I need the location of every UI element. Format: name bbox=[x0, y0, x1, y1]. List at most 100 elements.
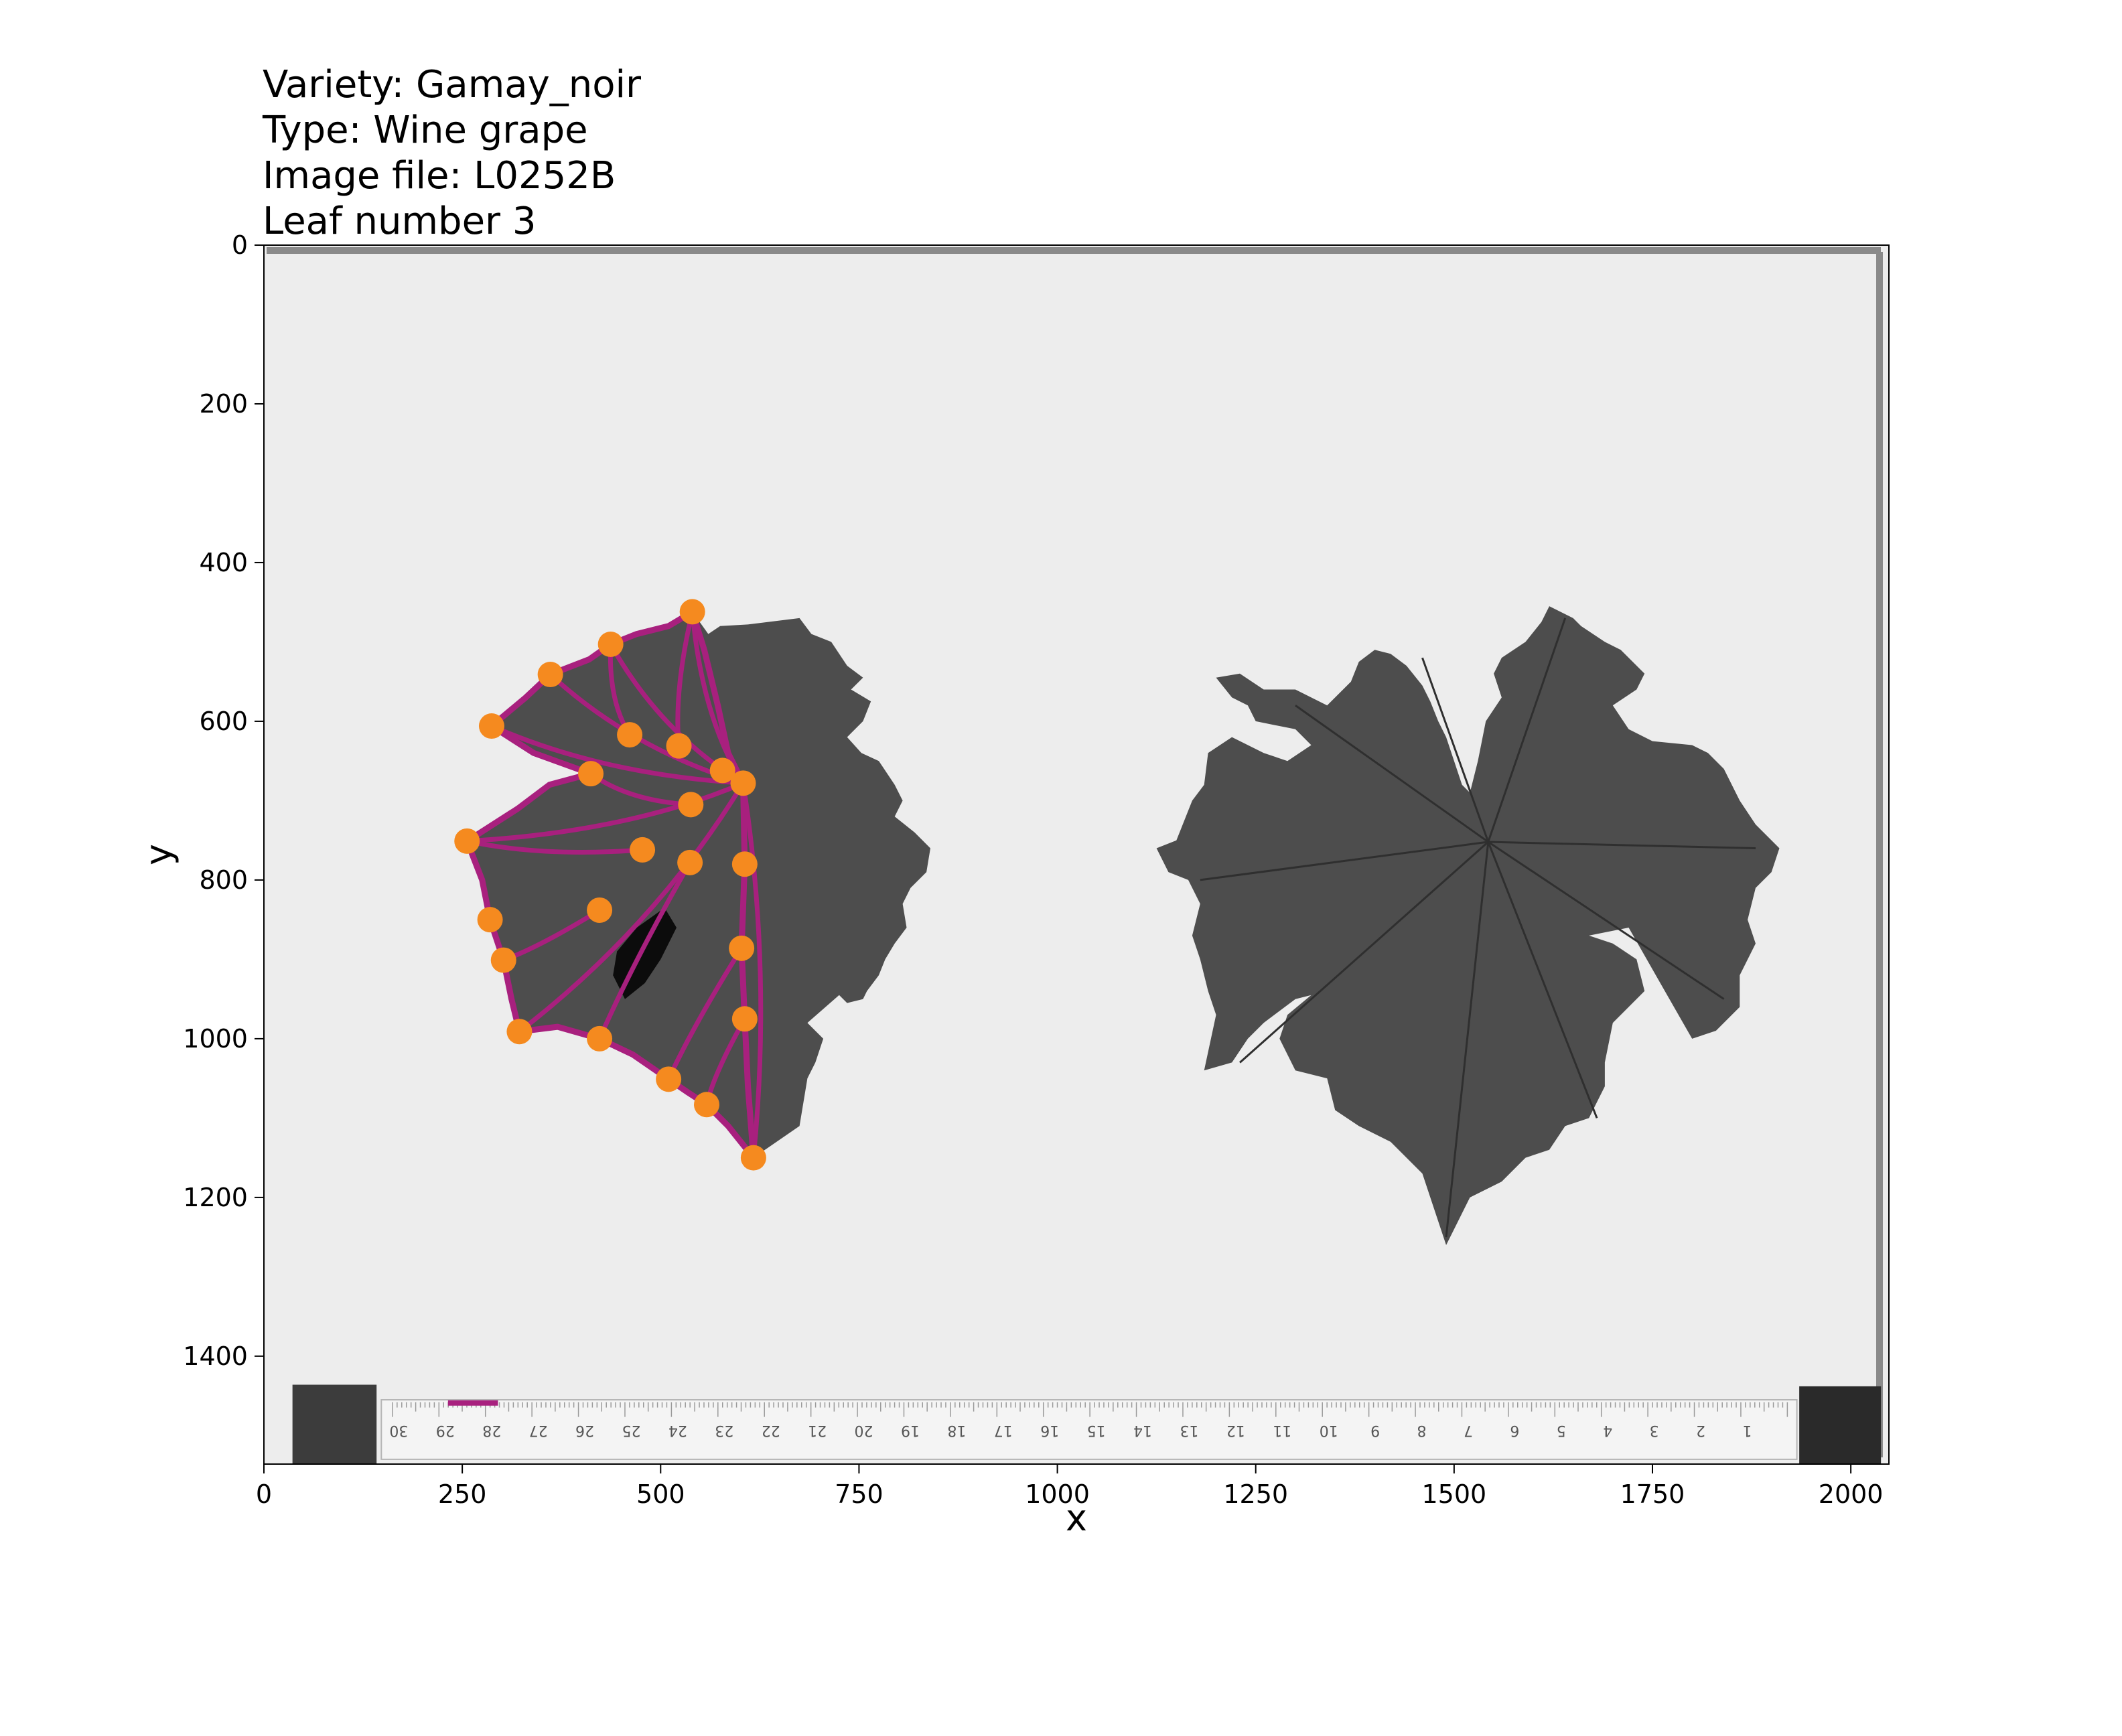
ruler-number: 16 bbox=[1040, 1422, 1059, 1439]
landmark-point bbox=[740, 1145, 766, 1171]
title-line: Variety: Gamay_noir bbox=[263, 63, 642, 106]
ruler: 30 29 28 27 26 25 24 23 22 21 20 19 18 17 16 15 14 13 12 11… bbox=[380, 1399, 1798, 1460]
landmark-point bbox=[490, 947, 516, 973]
title-line: Type: Wine grape bbox=[262, 108, 588, 152]
ruler-number: 20 bbox=[855, 1422, 873, 1439]
ruler-number: 19 bbox=[901, 1422, 920, 1439]
x-tick-label: 500 bbox=[636, 1479, 685, 1509]
axes-frame bbox=[263, 244, 1890, 1465]
leaf-vein bbox=[1487, 841, 1598, 1118]
landmark-point bbox=[679, 599, 705, 625]
y-axis-label: y bbox=[137, 844, 180, 865]
leaf-vein bbox=[1487, 618, 1567, 843]
ruler-number: 1 bbox=[1742, 1422, 1752, 1439]
landmark-vein bbox=[666, 946, 744, 1080]
x-axis: 0 250 500 750 1000 1250 1500 1750 2000 bbox=[256, 1464, 1884, 1509]
title-line: Image file: L0252B bbox=[263, 154, 616, 198]
landmark-point bbox=[678, 792, 704, 818]
landmark-point bbox=[478, 713, 504, 739]
landmark-vein bbox=[741, 782, 764, 1158]
landmark-point bbox=[729, 935, 755, 961]
landmark-point bbox=[587, 1025, 613, 1052]
y-tick-label: 600 bbox=[199, 707, 248, 736]
ruler-number: 15 bbox=[1087, 1422, 1106, 1439]
landmark-point bbox=[454, 828, 480, 854]
paper-edge-shadow bbox=[267, 247, 1883, 1457]
ruler-number: 29 bbox=[436, 1422, 455, 1439]
y-tick-label: 1200 bbox=[183, 1183, 248, 1212]
landmark-point bbox=[578, 761, 604, 787]
ruler-number: 5 bbox=[1557, 1422, 1566, 1439]
landmark-vein bbox=[518, 782, 746, 1034]
y-tick-label: 200 bbox=[199, 389, 248, 419]
leaf-vein bbox=[1295, 705, 1489, 843]
landmark-point bbox=[693, 1092, 719, 1118]
leaf-vein bbox=[1239, 841, 1489, 1064]
landmark-vein bbox=[466, 839, 643, 855]
landmark-point bbox=[677, 849, 703, 875]
landmark-point bbox=[477, 907, 503, 933]
ruler-number: 26 bbox=[575, 1422, 594, 1439]
y-tick-label: 0 bbox=[232, 230, 248, 260]
landmark-point bbox=[537, 662, 563, 688]
ruler-number: 8 bbox=[1417, 1422, 1427, 1439]
x-tick-label: 250 bbox=[438, 1479, 487, 1509]
ruler-number: 2 bbox=[1696, 1422, 1705, 1439]
x-tick-label: 750 bbox=[835, 1479, 883, 1509]
leaf-right-veins bbox=[1200, 618, 1756, 1238]
landmark-point bbox=[730, 770, 756, 796]
ruler-number: 3 bbox=[1650, 1422, 1659, 1439]
leaf-vein bbox=[1421, 657, 1490, 843]
landmark-vein bbox=[490, 723, 744, 786]
right-corner-block bbox=[1799, 1386, 1882, 1464]
title-line: Leaf number 3 bbox=[263, 200, 537, 243]
landmark-point bbox=[656, 1066, 682, 1092]
landmark-point bbox=[630, 837, 656, 863]
x-tick-label: 1500 bbox=[1421, 1479, 1486, 1509]
ruler-number: 6 bbox=[1510, 1422, 1519, 1439]
leaf-vein bbox=[1200, 841, 1488, 881]
ruler-number: 30 bbox=[389, 1422, 408, 1439]
ruler-number: 23 bbox=[715, 1422, 733, 1439]
landmark-point bbox=[666, 733, 692, 759]
landmark-point bbox=[731, 1006, 758, 1032]
ruler-number: 27 bbox=[529, 1422, 548, 1439]
ruler-number: 4 bbox=[1603, 1422, 1612, 1439]
left-corner-block bbox=[292, 1384, 377, 1464]
y-tick-label: 1000 bbox=[183, 1024, 248, 1054]
landmark-points bbox=[454, 599, 766, 1171]
landmark-point bbox=[731, 851, 758, 877]
ruler-number: 25 bbox=[622, 1422, 640, 1439]
landmark-point bbox=[597, 632, 624, 658]
y-axis: 0 200 400 600 800 1000 1200 1400 bbox=[183, 230, 264, 1371]
x-axis-label: x bbox=[1066, 1497, 1087, 1539]
ruler-number: 7 bbox=[1464, 1422, 1473, 1439]
x-tick-label: 1000 bbox=[1025, 1479, 1090, 1509]
landmark-vein bbox=[597, 861, 693, 1040]
ruler-number: 14 bbox=[1133, 1422, 1152, 1439]
y-tick-label: 1400 bbox=[183, 1342, 248, 1371]
leaf-right bbox=[1156, 606, 1780, 1245]
ruler-body bbox=[380, 1399, 1798, 1460]
leaf-left bbox=[467, 611, 930, 1158]
landmark-point bbox=[709, 757, 735, 784]
x-tick-label: 1750 bbox=[1620, 1479, 1685, 1509]
leaf-outline-trace bbox=[464, 608, 757, 1161]
landmark-point bbox=[617, 722, 643, 748]
plot-area: 30 29 28 27 26 25 24 23 22 21 20 19 18 17 16 15 14 13 12 11… bbox=[263, 244, 1890, 1465]
landmark-vein bbox=[675, 611, 695, 746]
ruler-number: 22 bbox=[762, 1422, 780, 1439]
ruler-number: 18 bbox=[947, 1422, 966, 1439]
ruler-number: 10 bbox=[1320, 1422, 1338, 1439]
landmark-vein bbox=[467, 781, 744, 844]
x-tick-label: 0 bbox=[256, 1479, 272, 1509]
leaf-vein bbox=[1445, 841, 1490, 1238]
ruler-number: 28 bbox=[482, 1422, 501, 1439]
ruler-number: 17 bbox=[994, 1422, 1013, 1439]
x-tick-label: 1250 bbox=[1223, 1479, 1288, 1509]
ruler-number: 21 bbox=[808, 1422, 827, 1439]
leaf-vein bbox=[1487, 841, 1725, 1000]
ruler-number: 13 bbox=[1180, 1422, 1198, 1439]
